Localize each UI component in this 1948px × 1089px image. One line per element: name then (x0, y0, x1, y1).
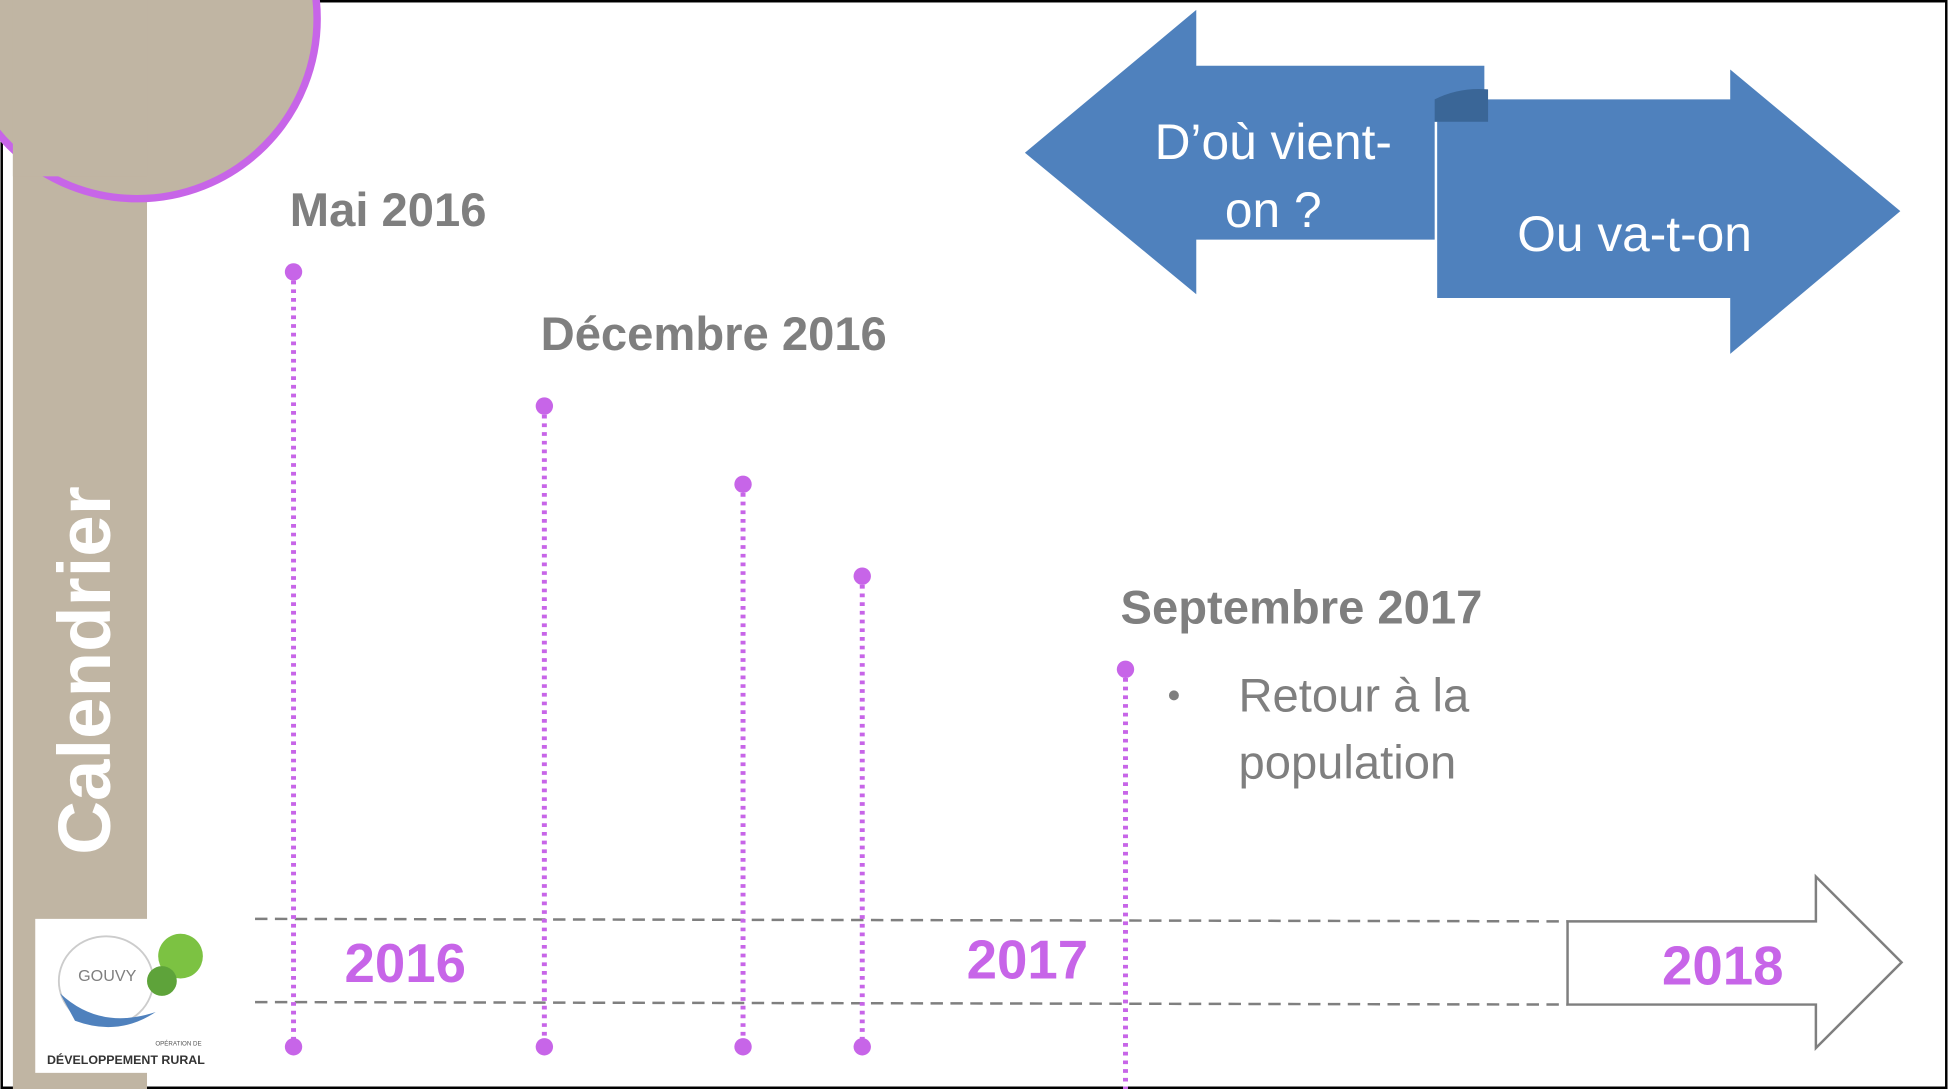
bullet-text: Retour à la (1238, 669, 1470, 722)
bullet-text: population (1238, 736, 1456, 789)
milestone-dot (853, 567, 871, 585)
logo-name: GOUVY (78, 967, 136, 985)
timeline-top (255, 917, 1568, 923)
forward-text: Ou va-t-on (1517, 206, 1752, 262)
scroll-fold (1434, 88, 1489, 122)
milestone-dot (284, 263, 303, 281)
milestone-label: Mai 2016 (290, 183, 487, 236)
back-text-1: D’où vient- (1155, 114, 1392, 170)
milestone-dot (734, 475, 752, 493)
milestone-label: Septembre 2017 (1121, 580, 1483, 633)
year-label: 2017 (967, 929, 1089, 990)
timeline-bottom (255, 1000, 1568, 1006)
year-label: 2016 (345, 933, 467, 994)
milestone-dot (284, 1038, 303, 1056)
milestone-dot (853, 1038, 871, 1056)
logo-subtitle: DÉVELOPPEMENT RURAL (47, 1052, 205, 1067)
logo-tree (147, 966, 177, 996)
milestone-dot (535, 1038, 554, 1056)
milestone-dot (734, 1038, 752, 1056)
logo-wave (60, 993, 156, 1028)
milestone-dot (1116, 660, 1135, 678)
logo-small: OPÉRATION DE (155, 1041, 201, 1048)
logo: GOUVY OPÉRATION DE DÉVELOPPEMENT RURAL (35, 918, 217, 1073)
milestone-dot (535, 397, 554, 415)
timeline-arrow (1566, 873, 1904, 1052)
bullet (1168, 690, 1179, 701)
year-label: 2018 (1662, 936, 1784, 997)
corner-fill (12, 0, 148, 177)
forward-arrow (1437, 69, 1901, 354)
back-text-2: on ? (1225, 182, 1322, 238)
back-arrow (1024, 9, 1485, 295)
logo-tree (158, 933, 203, 979)
milestone-label: Décembre 2016 (541, 307, 887, 360)
side-title: Calendrier (43, 486, 126, 855)
